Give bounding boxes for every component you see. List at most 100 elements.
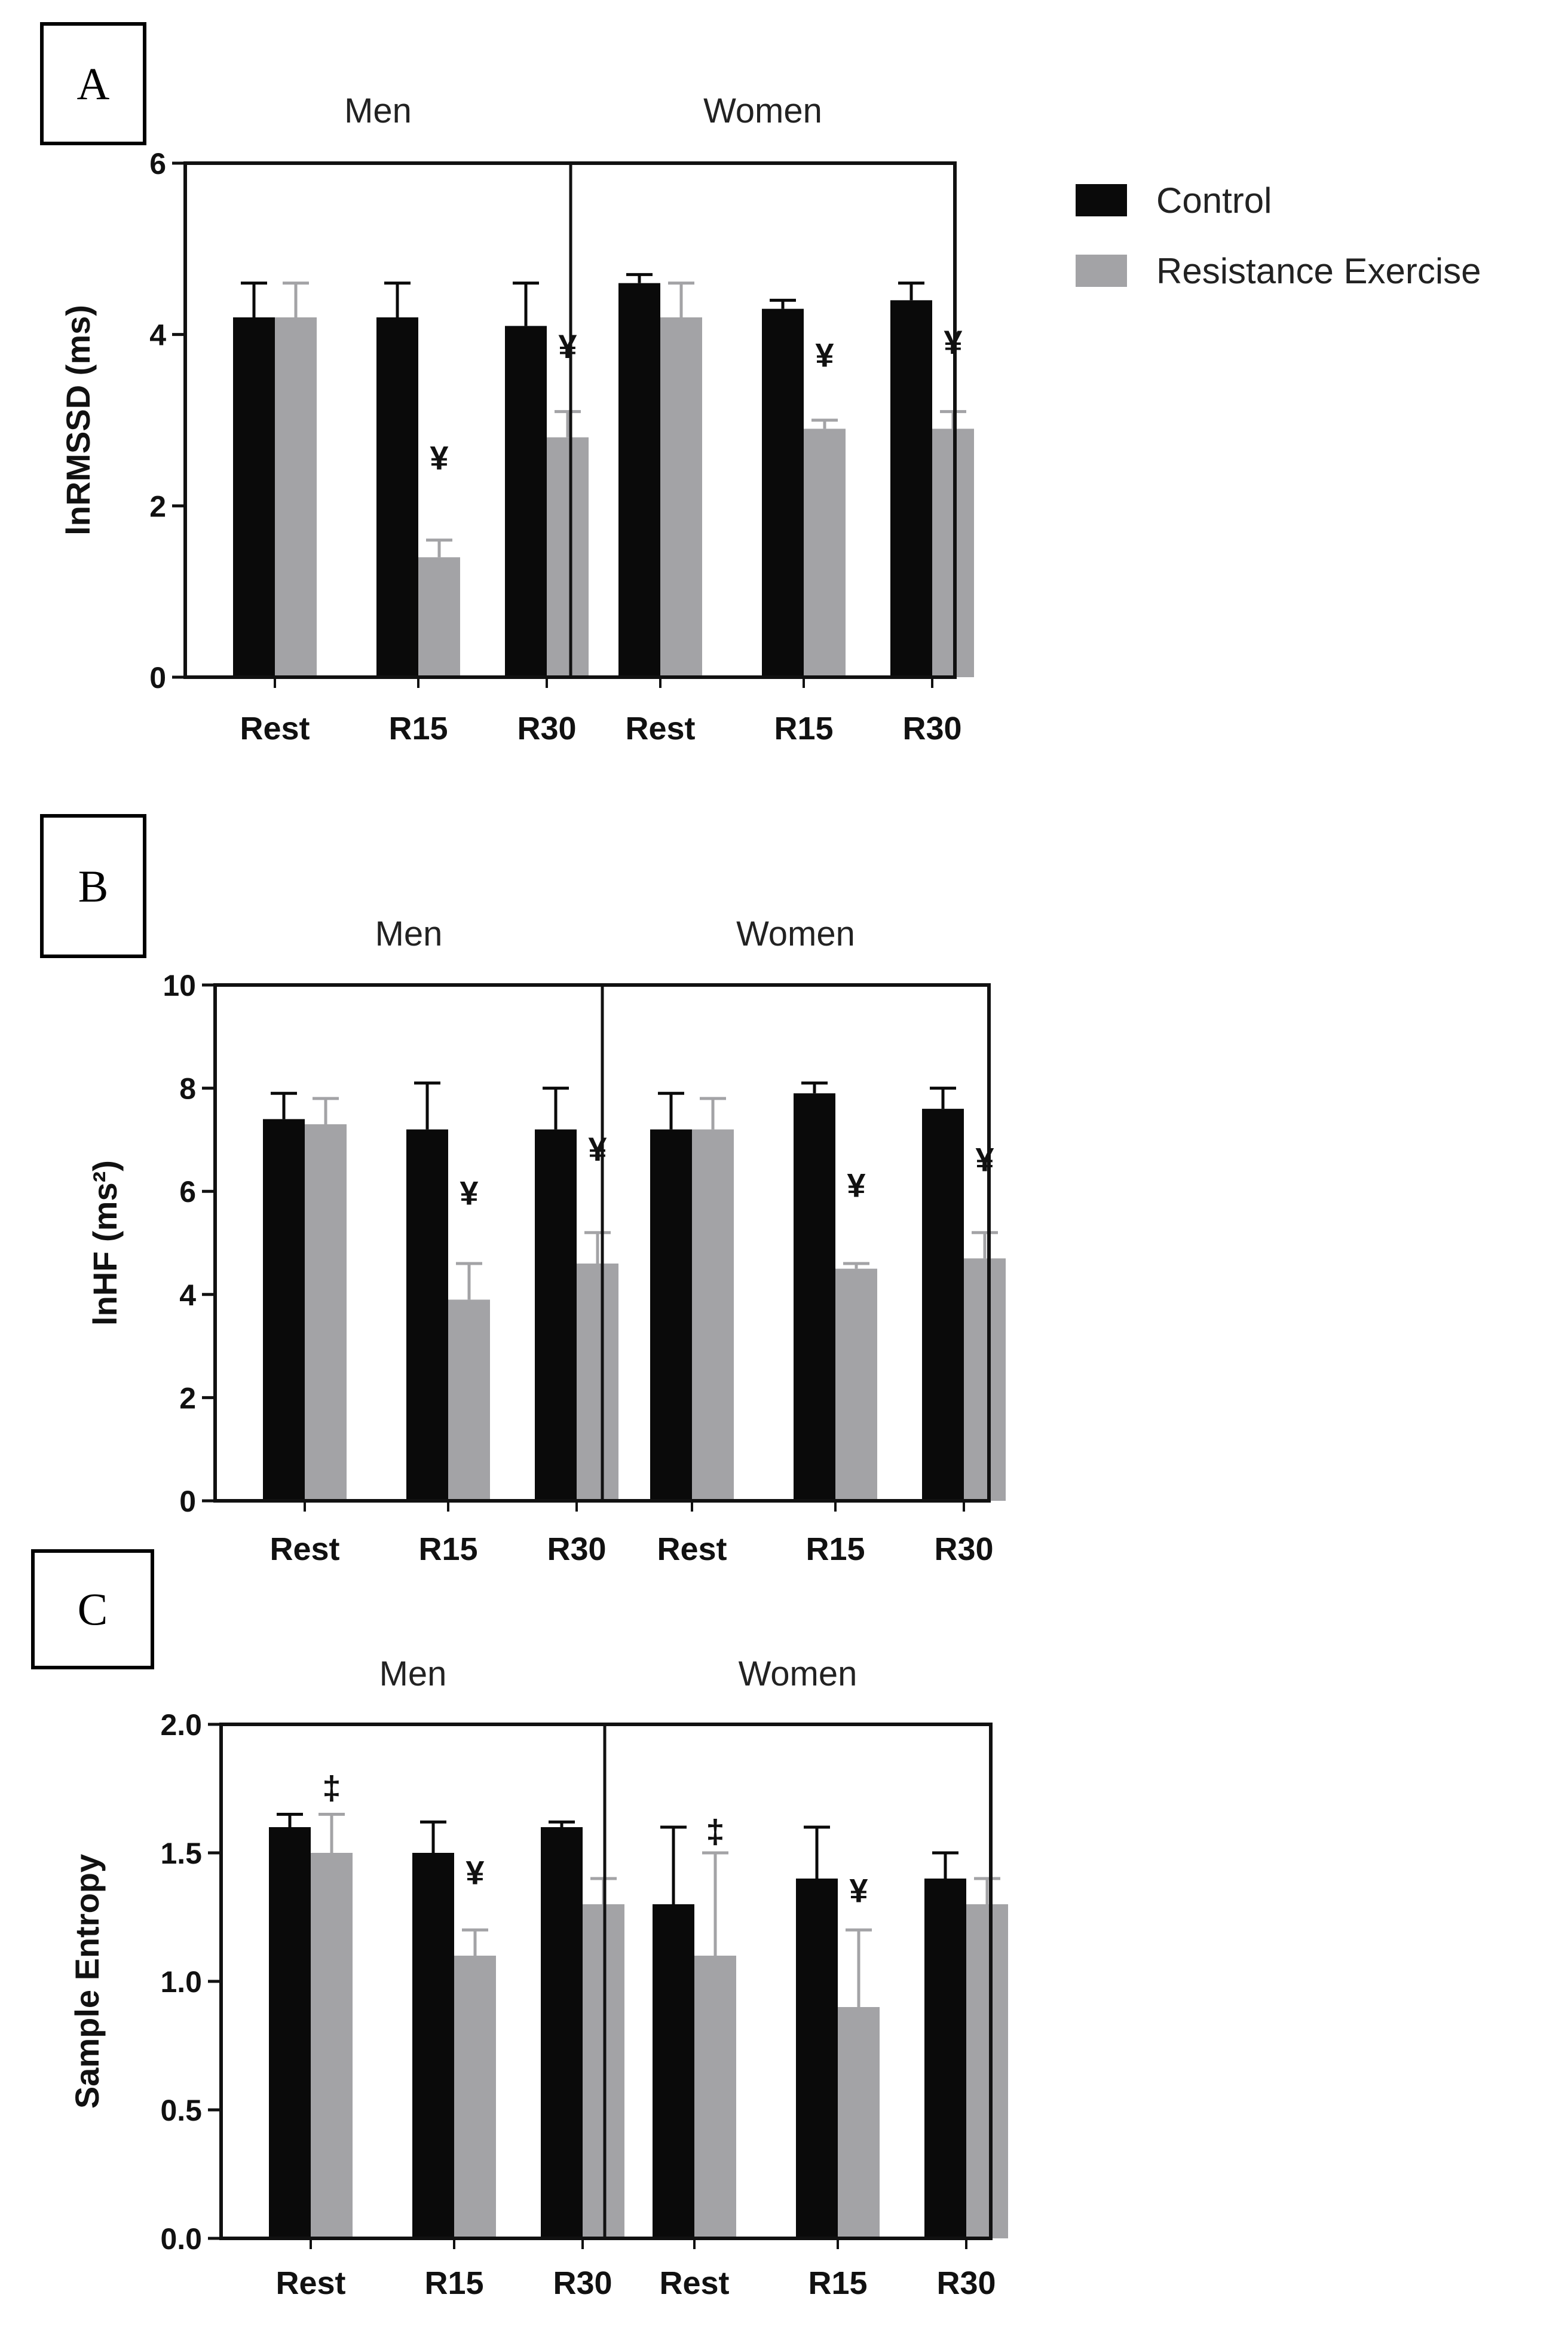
legend-swatch-resistance (1076, 255, 1127, 287)
y-tick-label: 2 (179, 1381, 196, 1415)
bar-control-rest (618, 283, 660, 678)
category-label: R15 (806, 1531, 865, 1567)
bar-resistance-rest (694, 1956, 736, 2238)
panel-label: B (78, 862, 109, 912)
bar-resistance-r15 (838, 2007, 880, 2238)
y-tick-label: 0.5 (160, 2094, 202, 2127)
bar-control-r30 (505, 326, 547, 677)
category-label: R30 (517, 711, 576, 747)
y-tick-label: 4 (149, 319, 166, 352)
bar-resistance-r15 (804, 429, 846, 677)
y-tick-label: 10 (163, 969, 196, 1002)
significance-mark: ¥ (588, 1130, 607, 1168)
y-tick-label: 0.0 (160, 2222, 202, 2256)
bar-control-r30 (541, 1827, 583, 2238)
panel-label: C (78, 1585, 108, 1635)
y-axis-label: Sample Entropy (68, 1854, 106, 2109)
bar-resistance-rest (305, 1124, 347, 1501)
y-tick-label: 2 (149, 490, 166, 523)
y-tick-label: 4 (179, 1278, 196, 1312)
panel-label-box (31, 1549, 154, 1669)
panel-label: A (77, 59, 110, 109)
significance-mark: ¥ (849, 1872, 868, 1910)
group-title: Men (379, 1654, 447, 1693)
category-label: Rest (659, 2265, 729, 2301)
y-tick-label: 6 (149, 147, 166, 181)
bar-control-r15 (794, 1093, 835, 1501)
significance-mark: ¥ (815, 337, 834, 374)
group-title: Women (739, 1654, 858, 1693)
y-tick-label: 6 (179, 1175, 196, 1209)
group-title: Women (736, 914, 855, 953)
bar-control-rest (233, 317, 275, 677)
significance-mark: ¥ (466, 1853, 484, 1891)
y-tick-label: 2.0 (160, 1708, 202, 1742)
panel-label-box (40, 814, 146, 958)
bar-control-r15 (412, 1853, 454, 2238)
bar-control-r15 (406, 1129, 448, 1501)
y-axis-label: lnHF (ms²) (86, 1160, 124, 1326)
double-dagger-mark: ‡ (706, 1813, 724, 1850)
group-women: Women Rest R15 R30 ¥ ¥ (650, 914, 1006, 1567)
y-tick-label: 0 (149, 661, 166, 695)
significance-mark: ¥ (975, 1140, 994, 1178)
bar-control-r15 (796, 1879, 838, 2238)
y-axis-label: lnRMSSD (ms) (59, 305, 97, 536)
category-label: R30 (934, 1531, 993, 1567)
group-women: Women Rest R15 R30 ‡ ¥ (653, 1654, 1008, 2301)
bar-resistance-rest (311, 1853, 353, 2238)
group-men: Men Rest R15 R30 ¥ ¥ (263, 914, 618, 1567)
bar-resistance-r30 (577, 1264, 618, 1501)
group-title: Women (703, 91, 822, 130)
bar-control-rest (650, 1129, 692, 1501)
bar-control-r30 (924, 1879, 966, 2238)
category-label: R30 (547, 1531, 606, 1567)
category-label: R15 (418, 1531, 477, 1567)
double-dagger-mark: ‡ (322, 1769, 341, 1807)
group-men: Men Rest R15 R30 ¥ ¥ (233, 91, 589, 747)
bar-resistance-rest (660, 317, 702, 677)
bar-resistance-r15 (454, 1956, 496, 2238)
bar-control-r15 (762, 308, 804, 677)
group-title: Men (344, 91, 412, 130)
bar-resistance-r15 (835, 1268, 877, 1501)
bar-control-r30 (890, 300, 932, 677)
category-label: R30 (902, 711, 961, 747)
category-label: Rest (275, 2265, 345, 2301)
bar-resistance-r15 (418, 557, 460, 677)
category-label: R15 (388, 711, 448, 747)
y-tick-label: 1.0 (160, 1965, 202, 1999)
category-label: Rest (625, 711, 695, 747)
category-label: R30 (553, 2265, 612, 2301)
bar-resistance-r30 (547, 437, 589, 677)
category-label: Rest (657, 1531, 727, 1567)
category-label: R15 (774, 711, 833, 747)
panel-label-box (40, 22, 146, 145)
category-label: R15 (808, 2265, 867, 2301)
group-men: Men Rest R15 R30 ‡ ¥ (269, 1654, 624, 2301)
bar-resistance-rest (692, 1129, 734, 1501)
legend-label: Resistance Exercise (1156, 251, 1481, 291)
bar-resistance-r30 (966, 1904, 1008, 2238)
significance-mark: ¥ (847, 1167, 865, 1204)
bar-resistance-r15 (448, 1299, 490, 1501)
bar-control-r30 (535, 1129, 577, 1501)
bar-resistance-rest (275, 317, 317, 677)
significance-mark: ¥ (558, 328, 577, 365)
bar-control-rest (269, 1827, 311, 2238)
group-title: Men (375, 914, 443, 953)
category-label: Rest (270, 1531, 339, 1567)
category-label: R15 (424, 2265, 483, 2301)
y-tick-label: 8 (179, 1072, 196, 1106)
bar-resistance-r30 (964, 1258, 1006, 1501)
significance-mark: ¥ (430, 439, 448, 477)
category-label: Rest (240, 711, 310, 747)
bar-control-rest (263, 1119, 305, 1501)
bar-control-rest (653, 1904, 694, 2238)
y-tick-label: 0 (179, 1485, 196, 1518)
